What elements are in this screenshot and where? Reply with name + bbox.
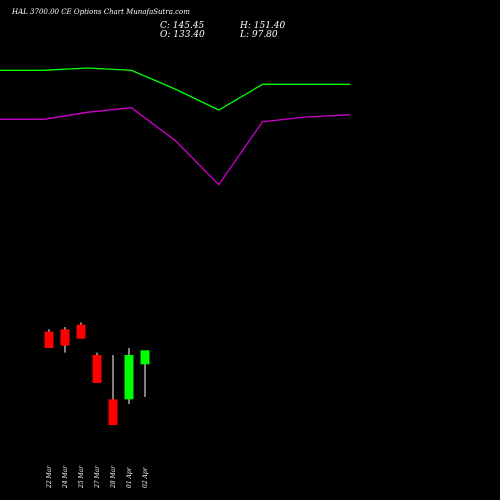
candle bbox=[44, 329, 54, 348]
x-axis-labels: 22 Mar 24 Mar 25 Mar 27 Mar 28 Mar 01 Apr 02 A… bbox=[46, 465, 149, 489]
candle-body bbox=[76, 324, 86, 339]
candles bbox=[44, 322, 150, 425]
band-line-1 bbox=[0, 67, 350, 111]
chart-title: HAL 3700.00 CE Options Chart MunafaSutra… bbox=[12, 8, 190, 16]
band-line-2 bbox=[0, 107, 351, 186]
open-value: O: 133.40 bbox=[160, 30, 205, 40]
candle bbox=[124, 348, 134, 404]
close-value: C: 145.45 bbox=[160, 21, 205, 31]
candle bbox=[60, 327, 70, 353]
x-tick-label: 02 Apr bbox=[142, 466, 149, 488]
candle-body bbox=[124, 355, 134, 400]
x-tick-label: 27 Mar bbox=[94, 465, 101, 489]
candle bbox=[108, 355, 118, 425]
band-lines bbox=[0, 67, 351, 186]
candle bbox=[140, 350, 150, 397]
x-tick-label: 28 Mar bbox=[110, 465, 117, 489]
candle-body bbox=[60, 329, 70, 346]
x-tick-label: 22 Mar bbox=[46, 465, 53, 489]
x-tick-label: 01 Apr bbox=[126, 466, 133, 488]
candle-body bbox=[140, 350, 150, 365]
candle bbox=[92, 352, 102, 383]
x-tick-label: 24 Mar bbox=[62, 465, 69, 489]
high-value: H: 151.40 bbox=[240, 21, 286, 31]
low-value: L: 97.80 bbox=[240, 30, 278, 40]
x-tick-label: 25 Mar bbox=[78, 465, 85, 489]
candle-body bbox=[44, 331, 54, 348]
candle-body bbox=[108, 399, 118, 425]
candle-body bbox=[92, 355, 102, 383]
candle bbox=[76, 322, 86, 339]
